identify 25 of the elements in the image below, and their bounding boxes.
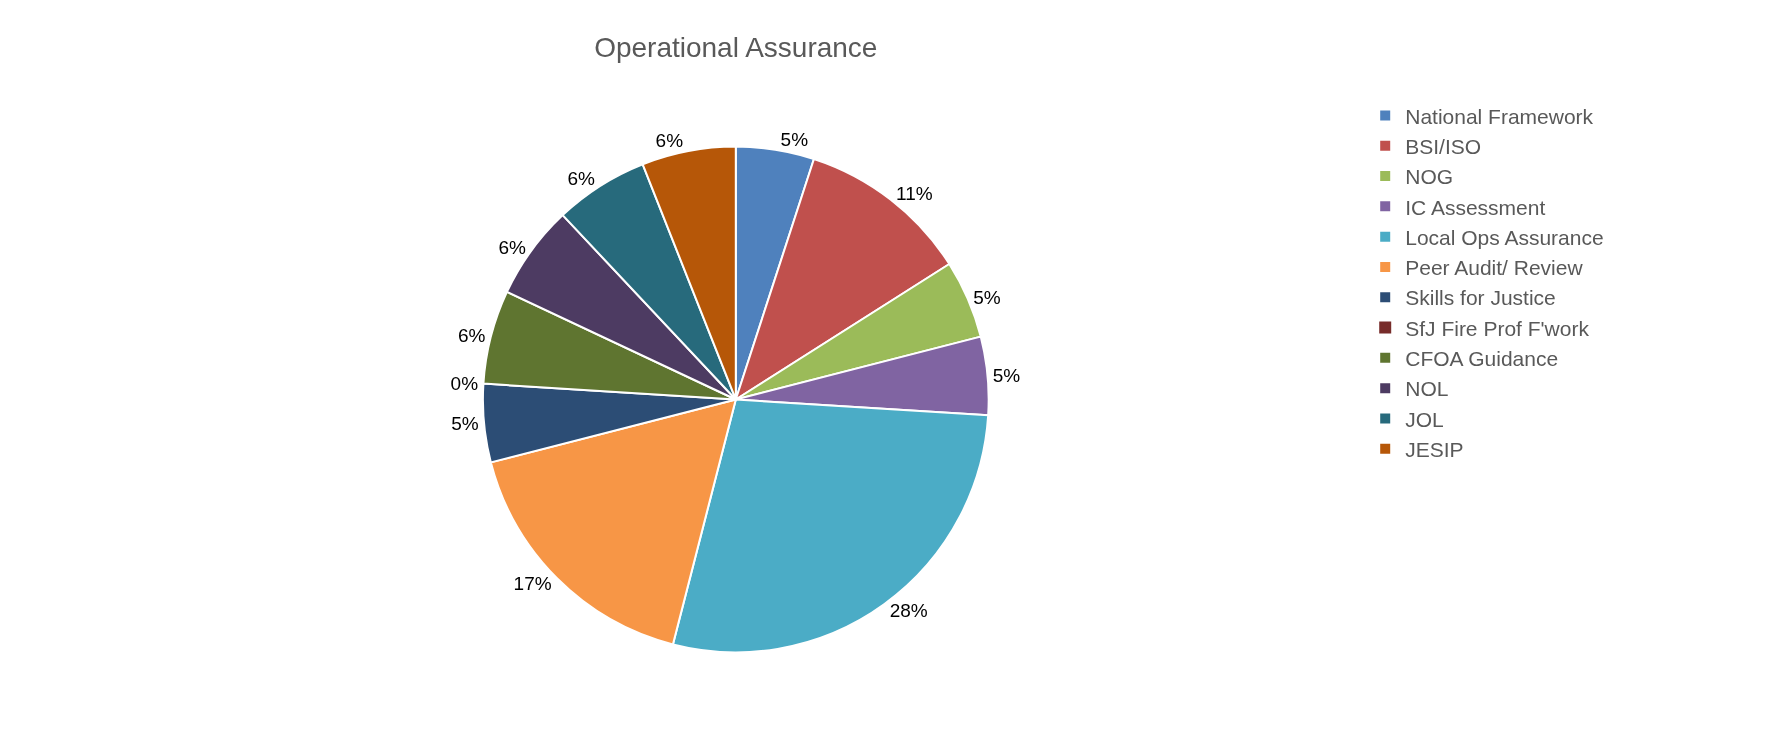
legend-label: NOG [1405,165,1454,189]
legend-label: Peer Audit/ Review [1405,256,1584,280]
legend-label: Skills for Justice [1405,286,1556,310]
legend-label: CFOA Guidance [1405,347,1559,371]
data-label: 6% [655,130,684,152]
data-label: 6% [498,236,526,258]
legend-label: JESIP [1405,437,1464,461]
data-label: 11% [896,182,933,204]
legend-label: IC Assessment [1405,195,1546,219]
legend-label: Local Ops Assurance [1405,225,1604,249]
legend-label: NOL [1405,377,1449,401]
legend-label: SfJ Fire Prof F'work [1405,316,1590,340]
data-label: 6% [458,325,486,347]
legend-label: National Framework [1405,104,1594,128]
data-label: 5% [992,365,1021,387]
data-label: 5% [451,412,479,434]
data-label: 28% [889,600,928,622]
legend-label: JOL [1405,407,1444,431]
data-label: 6% [567,167,596,189]
chart-title: Operational Assurance [594,32,878,64]
data-label: 5% [780,128,809,150]
data-label: 17% [513,573,552,595]
data-label: 5% [973,286,1001,308]
text: 0% [450,373,479,395]
legend-label: BSI/ISO [1405,134,1482,158]
